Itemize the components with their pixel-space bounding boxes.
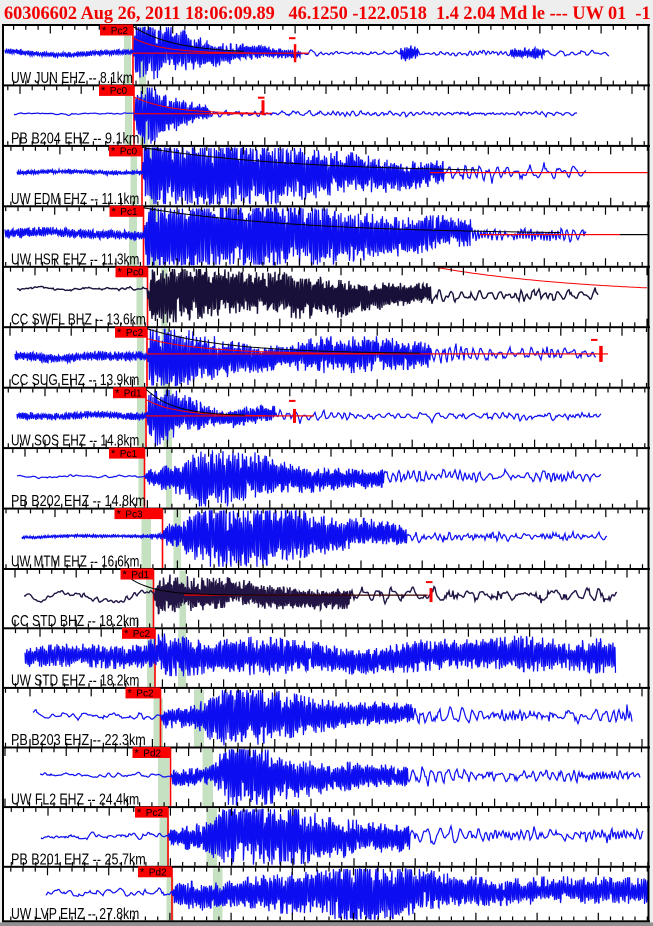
- svg-text:60306602 Aug 26, 2011 18:06:09: 60306602 Aug 26, 2011 18:06:09.89 46.125…: [4, 3, 651, 24]
- svg-text:Pc1: Pc1: [120, 449, 138, 460]
- svg-text:Pc3: Pc3: [125, 509, 143, 520]
- svg-text:*: *: [118, 267, 123, 279]
- svg-text:*: *: [137, 807, 142, 819]
- svg-text:Pc2: Pc2: [133, 629, 151, 640]
- svg-text:*: *: [101, 85, 106, 97]
- svg-text:*: *: [123, 569, 128, 581]
- svg-text:*: *: [111, 448, 116, 460]
- svg-text:*: *: [111, 146, 116, 158]
- svg-text:CC STD BHZ -- 18.2km: CC STD BHZ -- 18.2km: [11, 612, 139, 630]
- svg-text:*: *: [117, 508, 122, 520]
- svg-text:*: *: [115, 388, 120, 400]
- svg-text:Pc2: Pc2: [146, 808, 164, 819]
- svg-text:*: *: [117, 327, 122, 339]
- svg-text:*: *: [140, 867, 145, 879]
- svg-text:Pc2: Pc2: [111, 26, 129, 37]
- svg-text:UW STD EHZ -- 18.2km: UW STD EHZ -- 18.2km: [11, 671, 139, 689]
- svg-text:UW HSR EHZ -- 11.3km: UW HSR EHZ -- 11.3km: [11, 250, 139, 268]
- svg-text:Pc2: Pc2: [136, 689, 154, 700]
- svg-text:*: *: [102, 25, 107, 37]
- svg-text:Pc1: Pc1: [120, 207, 138, 218]
- svg-text:UW JUN EHZ -- 8.1km: UW JUN EHZ -- 8.1km: [11, 69, 133, 87]
- svg-text:Pc0: Pc0: [110, 86, 128, 97]
- svg-text:Pc0: Pc0: [120, 147, 138, 158]
- svg-text:PB B203 EHZ -- 22.3km: PB B203 EHZ -- 22.3km: [11, 732, 146, 750]
- svg-text:Pc0: Pc0: [126, 268, 144, 279]
- svg-text:Pc2: Pc2: [126, 328, 144, 339]
- svg-text:CC SWFL BHZ -- 13.6km: CC SWFL BHZ -- 13.6km: [11, 310, 146, 328]
- svg-text:Pd2: Pd2: [149, 868, 167, 879]
- svg-text:*: *: [128, 688, 133, 700]
- svg-text:UW SOS EHZ -- 14.8km: UW SOS EHZ -- 14.8km: [11, 431, 139, 449]
- svg-text:*: *: [112, 206, 117, 218]
- svg-text:UW EDM EHZ -- 11.1km: UW EDM EHZ -- 11.1km: [11, 189, 139, 207]
- svg-text:*: *: [124, 628, 129, 640]
- svg-text:Pd1: Pd1: [131, 570, 149, 581]
- svg-text:UW FL2 EHZ -- 24.4km: UW FL2 EHZ -- 24.4km: [11, 791, 139, 809]
- svg-text:PB B204 EHZ -- 9.1km: PB B204 EHZ -- 9.1km: [11, 130, 139, 148]
- svg-text:*: *: [135, 747, 140, 759]
- svg-text:CC SUG EHZ -- 13.9km: CC SUG EHZ -- 13.9km: [11, 371, 139, 389]
- svg-text:UW MTM EHZ -- 16.6km: UW MTM EHZ -- 16.6km: [11, 552, 139, 570]
- svg-text:PB B201 EHZ -- 25.7km: PB B201 EHZ -- 25.7km: [11, 851, 146, 869]
- svg-text:Pd1: Pd1: [124, 389, 142, 400]
- svg-text:UW LVP EHZ -- 27.8km: UW LVP EHZ -- 27.8km: [11, 905, 139, 923]
- svg-text:PB B202 EHZ -- 14.8km: PB B202 EHZ -- 14.8km: [11, 493, 146, 511]
- svg-text:Pd2: Pd2: [143, 748, 161, 759]
